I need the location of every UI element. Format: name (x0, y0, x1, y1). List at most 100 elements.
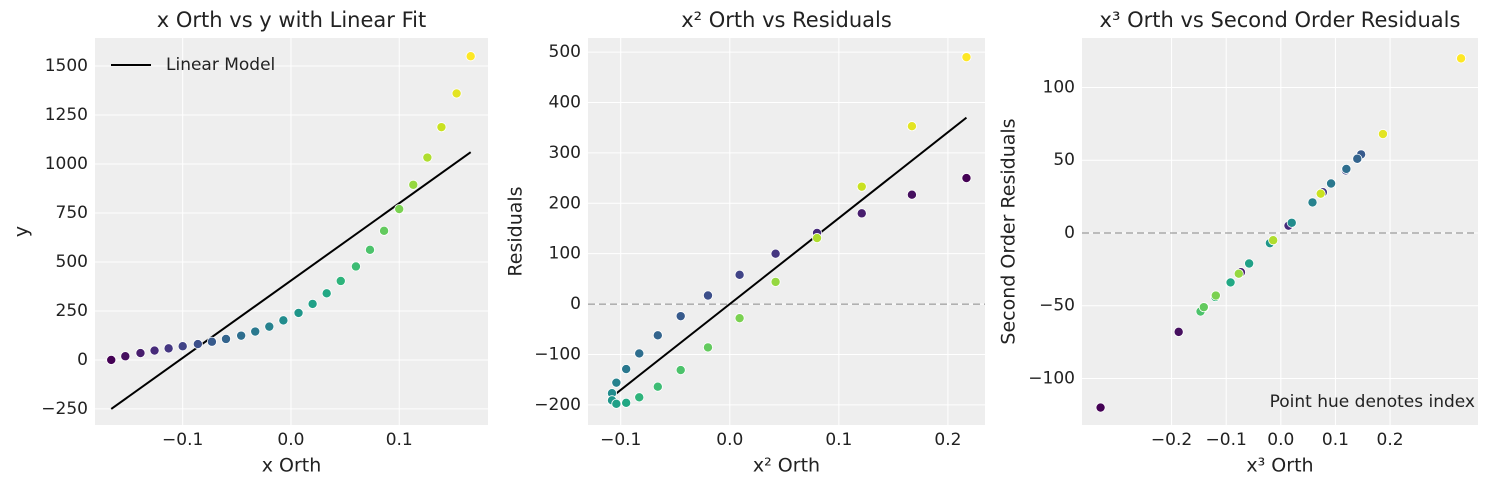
point (335, 275, 346, 286)
point (120, 351, 131, 362)
chart-title: x Orth vs y with Linear Fit (157, 8, 426, 32)
point (652, 381, 663, 392)
point (734, 269, 745, 280)
y-tick-label: 300 (549, 143, 581, 163)
x-tick-label: 0.0 (1267, 430, 1294, 450)
point (1268, 235, 1279, 246)
point (634, 392, 645, 403)
point (422, 152, 433, 163)
point (1244, 258, 1255, 269)
chart-title: x³ Orth vs Second Order Residuals (1100, 8, 1461, 32)
x-tick-label: 0.1 (1322, 430, 1349, 450)
point (1173, 326, 1184, 337)
y-tick-label: 250 (56, 301, 88, 321)
point (702, 342, 713, 353)
point (465, 51, 476, 62)
legend-label: Linear Model (166, 55, 275, 75)
point (1326, 178, 1337, 189)
y-axis-label: Second Order Residuals (998, 118, 1020, 344)
point (770, 248, 781, 259)
plot-area (1082, 38, 1478, 425)
y-tick-label: 100 (1043, 77, 1075, 97)
point (1315, 188, 1326, 199)
point (1341, 163, 1352, 174)
point (408, 179, 419, 190)
y-tick-label: 50 (1053, 150, 1075, 170)
x-tick-label: −0.1 (1206, 430, 1247, 450)
point (436, 122, 447, 133)
point (1377, 129, 1388, 140)
point (906, 121, 917, 132)
x-axis-label: x Orth (262, 455, 322, 477)
point (220, 333, 231, 344)
point (856, 181, 867, 192)
point (1286, 217, 1297, 228)
fit-line (611, 116, 968, 398)
point (135, 348, 146, 359)
point (652, 330, 663, 341)
y-axis-label: Residuals (505, 186, 527, 276)
point (451, 88, 462, 99)
point (177, 341, 188, 352)
point (611, 398, 622, 409)
y-tick-label: −250 (41, 399, 88, 419)
point (1225, 277, 1236, 288)
point (770, 276, 781, 287)
point (236, 330, 247, 341)
point (1095, 402, 1106, 413)
y-tick-label: −50 (1039, 296, 1075, 316)
y-tick-label: 100 (549, 244, 581, 264)
point (611, 377, 622, 388)
x-tick-label: −0.2 (1151, 430, 1192, 450)
point (250, 326, 261, 337)
point (1456, 53, 1467, 64)
point (307, 298, 318, 309)
point (812, 233, 823, 244)
point (856, 208, 867, 219)
point (906, 189, 917, 200)
point (264, 321, 275, 332)
point (702, 290, 713, 301)
y-tick-label: −100 (534, 344, 581, 364)
point (192, 339, 203, 350)
point (106, 354, 117, 365)
point (621, 397, 632, 408)
point (1233, 268, 1244, 279)
x-tick-label: −0.1 (162, 430, 203, 450)
point (1198, 302, 1209, 313)
point (379, 225, 390, 236)
point (321, 288, 332, 299)
point (394, 204, 405, 215)
y-tick-label: 750 (56, 203, 88, 223)
y-tick-label: 1500 (45, 56, 88, 76)
point (1307, 197, 1318, 208)
plot-area (588, 38, 985, 425)
point (1352, 153, 1363, 164)
y-tick-label: −100 (1028, 368, 1075, 388)
y-tick-label: 400 (549, 93, 581, 113)
y-tick-label: 0 (1064, 223, 1075, 243)
point (1210, 290, 1221, 301)
y-axis-label: y (11, 226, 33, 237)
y-tick-label: 200 (549, 193, 581, 213)
point (149, 345, 160, 356)
x-axis-label: x³ Orth (1246, 455, 1313, 477)
x-tick-label: 0.0 (716, 430, 743, 450)
y-tick-label: −200 (534, 395, 581, 415)
x-axis-label: x² Orth (753, 455, 820, 477)
panel: −0.2 −0.1 0.0 0.1 0.2 −100 −50 0 50 100 Point hue … (998, 8, 1478, 477)
point (350, 261, 361, 272)
x-tick-label: 0.2 (1377, 430, 1404, 450)
point (961, 173, 972, 184)
point (163, 343, 174, 354)
point (364, 244, 375, 255)
chart-title: x² Orth vs Residuals (681, 8, 892, 32)
point (675, 365, 686, 376)
fit-line (110, 151, 472, 410)
point (734, 313, 745, 324)
x-tick-label: 0.1 (825, 430, 852, 450)
x-tick-label: −0.1 (600, 430, 641, 450)
panel: −0.1 0.0 0.1 −250 0 250 500 750 1000 1250 1500 Line… (11, 8, 488, 477)
y-tick-label: 0 (77, 350, 88, 370)
point (675, 311, 686, 322)
